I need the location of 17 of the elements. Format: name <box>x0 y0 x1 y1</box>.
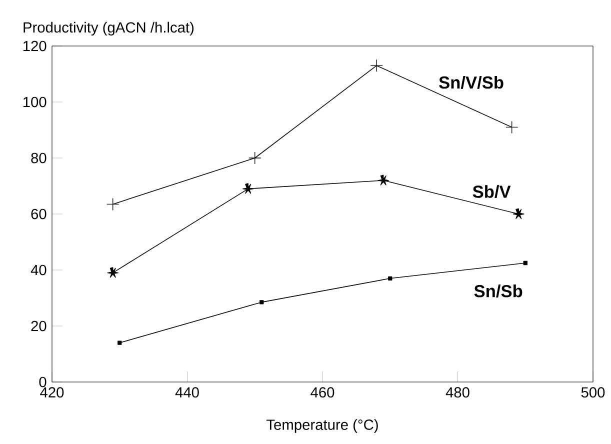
y-tick-label: 100 <box>23 96 46 108</box>
x-tick-label: 420 <box>40 387 64 398</box>
series-label: Sn/V/Sb <box>439 76 504 89</box>
x-tick-label: 460 <box>310 387 334 398</box>
y-axis-title: Productivity (gACN /h.lcat) <box>24 22 194 36</box>
series-label: Sn/Sb <box>474 284 522 298</box>
y-tick-label: 80 <box>31 152 46 164</box>
y-tick-label: 120 <box>23 40 46 52</box>
y-tick-label: 40 <box>30 264 46 276</box>
x-tick-label: 500 <box>581 387 605 398</box>
series-label: Sb/V <box>472 185 511 198</box>
x-tick-label: 440 <box>175 387 199 398</box>
x-axis-title: Temperature (°C) <box>266 419 378 433</box>
y-tick-label: 0 <box>39 376 46 388</box>
x-tick-label: 480 <box>446 387 470 398</box>
y-tick-label: 60 <box>31 208 46 220</box>
y-tick-label: 20 <box>31 320 46 332</box>
